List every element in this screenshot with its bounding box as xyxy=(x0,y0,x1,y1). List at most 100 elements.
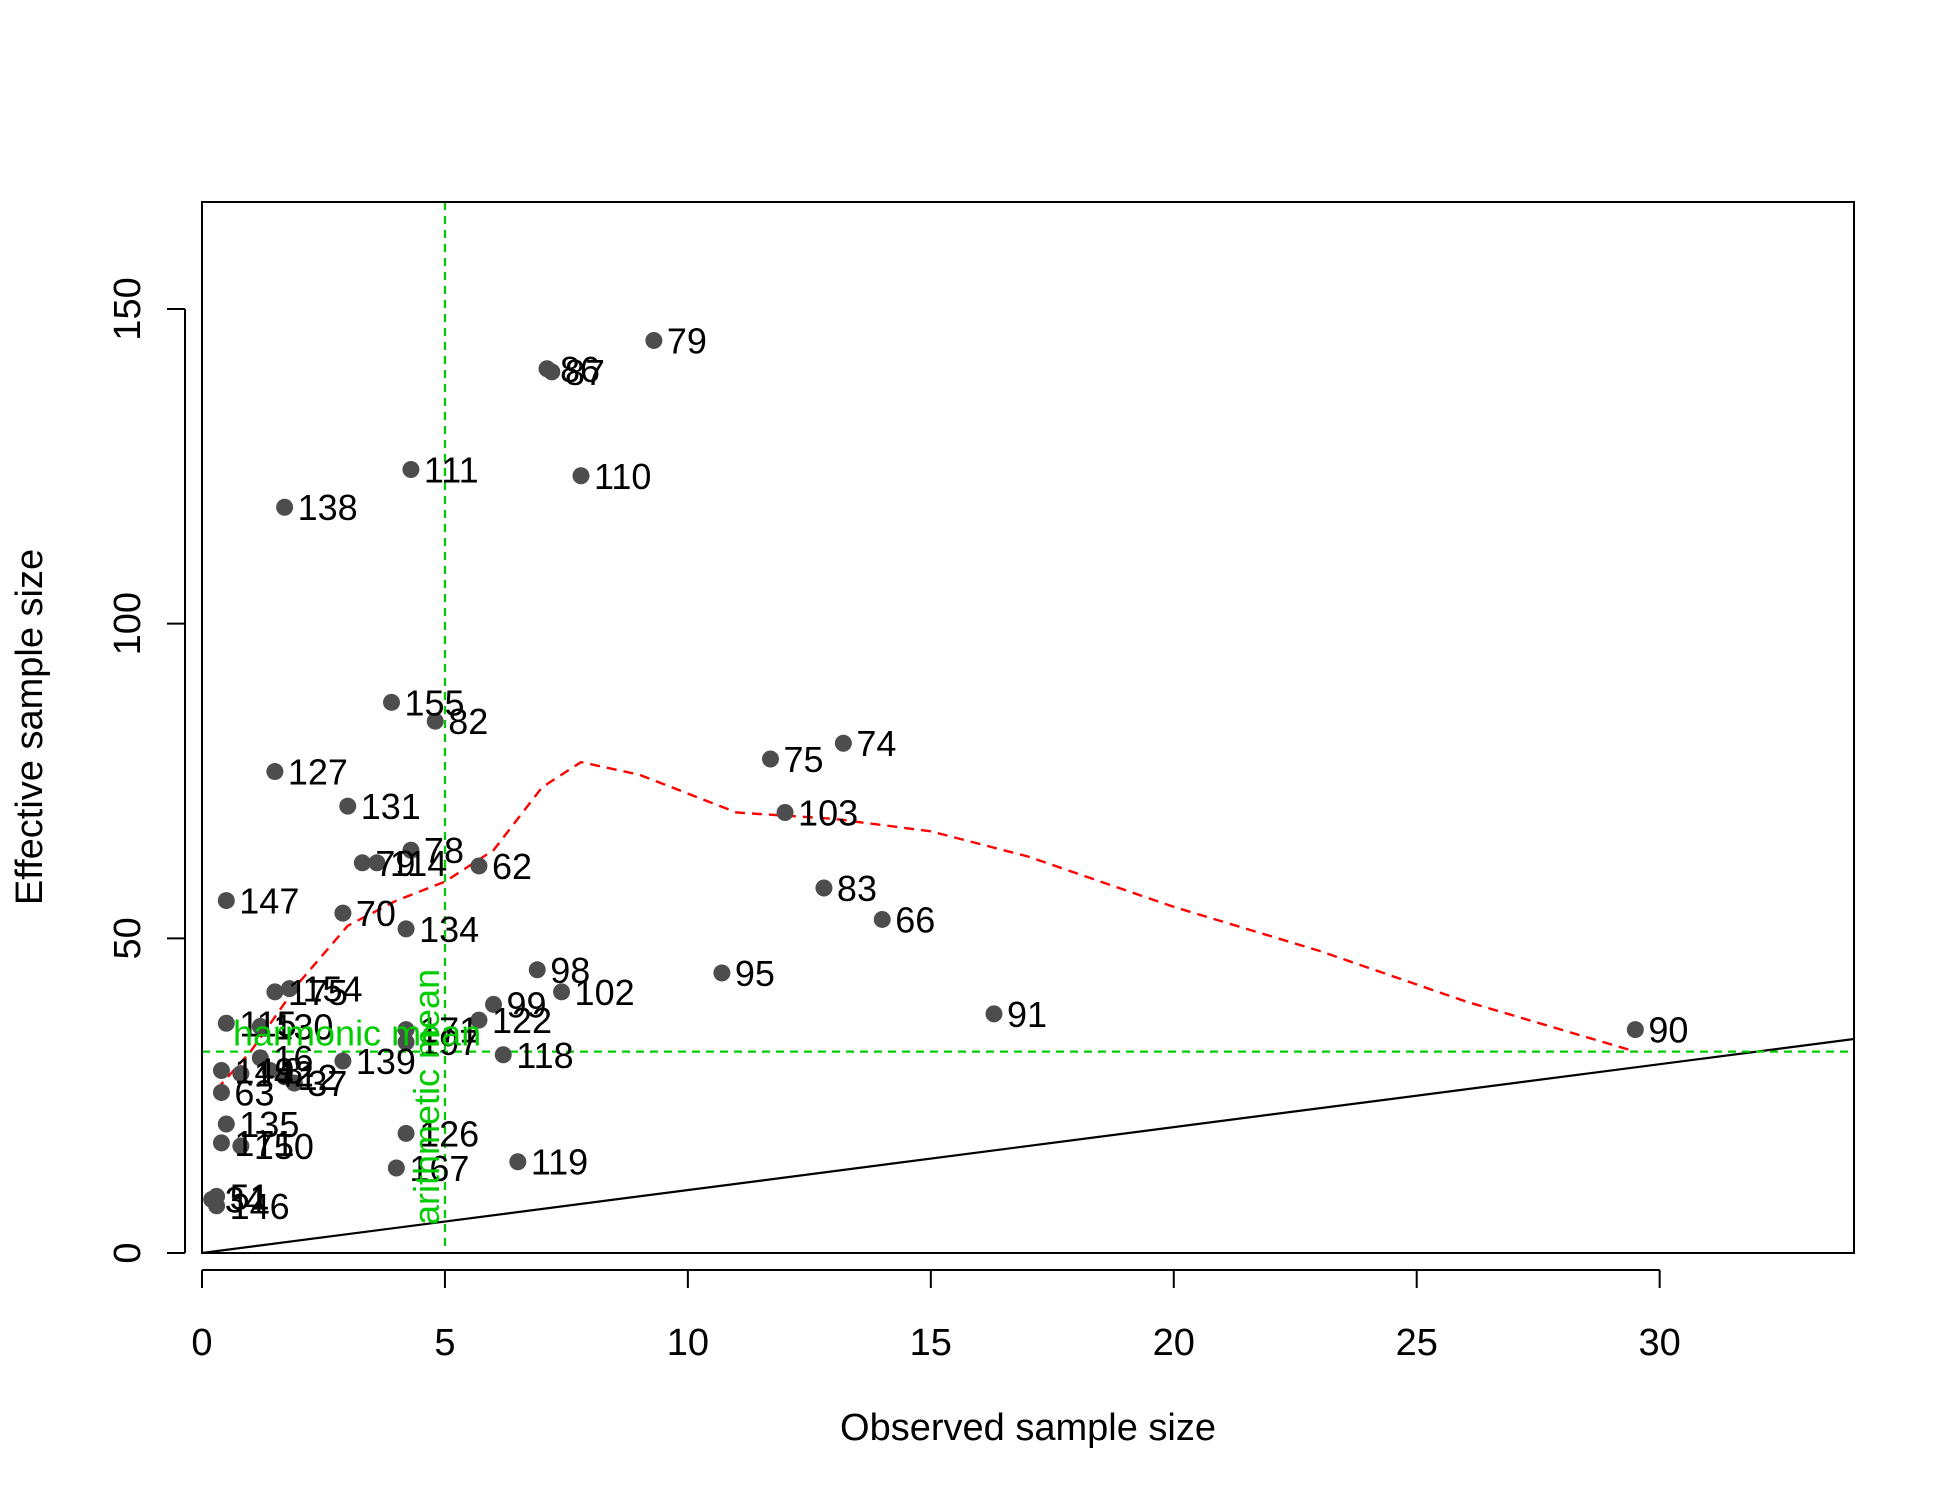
data-point-label: 95 xyxy=(735,953,775,994)
data-point-label: 78 xyxy=(424,830,464,871)
data-point-label: 63 xyxy=(234,1073,274,1114)
data-point-label: 119 xyxy=(531,1142,588,1183)
data-point xyxy=(873,910,891,928)
data-point-label: 51 xyxy=(230,1176,270,1217)
data-point xyxy=(494,1046,512,1064)
data-point xyxy=(382,693,400,711)
data-point xyxy=(815,879,833,897)
data-point-label: 130 xyxy=(273,1006,333,1047)
data-point xyxy=(334,904,352,922)
data-point xyxy=(470,1011,488,1029)
data-point xyxy=(397,1124,415,1142)
data-point-label: 66 xyxy=(895,899,935,940)
data-point xyxy=(251,1017,269,1035)
data-point-label: 142 xyxy=(254,1054,314,1095)
data-point-label: 82 xyxy=(448,701,488,742)
data-point-label: 127 xyxy=(288,752,348,793)
x-tick-label: 5 xyxy=(434,1322,455,1364)
x-tick-label: 30 xyxy=(1639,1322,1681,1364)
plot-frame xyxy=(201,201,1855,1254)
data-point-label: 111 xyxy=(424,449,479,490)
data-point-label: 70 xyxy=(356,893,396,934)
data-point-label: 139 xyxy=(356,1041,416,1082)
data-point-label: 102 xyxy=(575,972,635,1013)
data-point xyxy=(353,854,371,872)
data-point xyxy=(339,797,357,815)
y-tick-label: 150 xyxy=(107,277,149,340)
data-point-label: 131 xyxy=(361,786,421,827)
x-tick-label: 10 xyxy=(667,1322,709,1364)
data-point-label: 126 xyxy=(419,1113,479,1154)
data-point xyxy=(280,980,298,998)
x-tick-label: 20 xyxy=(1153,1322,1195,1364)
data-point-label: 99 xyxy=(507,984,547,1025)
data-point xyxy=(368,854,386,872)
data-point xyxy=(426,712,444,730)
arithmetic-mean-label: arithmetic mean xyxy=(406,969,447,1225)
data-point-label: 91 xyxy=(1007,994,1047,1035)
data-point-label: 79 xyxy=(667,320,707,361)
data-point-label: 115 xyxy=(239,1003,296,1044)
y-tick-label: 100 xyxy=(107,592,149,655)
data-point-label: 8 xyxy=(283,1050,303,1091)
data-point xyxy=(402,841,420,859)
data-point xyxy=(645,331,663,349)
data-point xyxy=(212,1084,230,1102)
data-point-label: 147 xyxy=(239,881,299,922)
data-point xyxy=(713,964,731,982)
y-tick-label: 0 xyxy=(107,1242,149,1263)
data-point-label: 197 xyxy=(419,1022,479,1063)
data-point-label: 154 xyxy=(302,969,362,1010)
data-point xyxy=(208,1197,226,1215)
data-point xyxy=(834,734,852,752)
data-point-label: 90 xyxy=(1648,1010,1688,1051)
data-point-label: 149 xyxy=(234,1050,294,1091)
data-point xyxy=(334,1052,352,1070)
data-point xyxy=(261,1061,279,1079)
data-point xyxy=(485,995,503,1013)
data-point-label: 98 xyxy=(550,950,590,991)
data-point xyxy=(553,983,571,1001)
data-point xyxy=(470,857,488,875)
data-point-label: 12 xyxy=(298,1057,338,1098)
data-point xyxy=(509,1153,527,1171)
x-tick-label: 0 xyxy=(191,1322,212,1364)
data-point-label: 122 xyxy=(492,1000,552,1041)
data-point xyxy=(397,920,415,938)
x-axis-title: Observed sample size xyxy=(840,1407,1216,1449)
x-tick-label: 25 xyxy=(1396,1322,1438,1364)
identity-line xyxy=(202,1037,1854,1253)
data-point xyxy=(217,1014,235,1032)
data-point-label: 175 xyxy=(288,972,348,1013)
data-point-label: 16 xyxy=(273,1038,313,1079)
data-point-label: 138 xyxy=(298,487,358,528)
data-point-label: 167 xyxy=(409,1148,469,1189)
data-point xyxy=(266,763,284,781)
data-point-label: 83 xyxy=(837,868,877,909)
data-point xyxy=(212,1134,230,1152)
data-point-label: 62 xyxy=(492,846,532,887)
data-point-label: 118 xyxy=(516,1035,573,1076)
data-point-label: 86 xyxy=(560,349,600,390)
x-tick-label: 15 xyxy=(910,1322,952,1364)
data-point xyxy=(985,1005,1003,1023)
data-point-label: 110 xyxy=(594,456,651,497)
smooth-trend-line xyxy=(215,760,1636,1091)
data-point xyxy=(266,983,284,1001)
y-axis-title: Effective sample size xyxy=(9,549,51,905)
data-point xyxy=(397,1033,415,1051)
data-point xyxy=(572,467,590,485)
data-point xyxy=(761,750,779,768)
data-point xyxy=(251,1049,269,1067)
data-point-label: 171 xyxy=(234,1123,294,1164)
data-point-label: 75 xyxy=(783,739,823,780)
data-point xyxy=(217,892,235,910)
data-point-label: 171 xyxy=(419,1010,479,1051)
harmonic-mean-label: harmonic mean xyxy=(233,1013,481,1054)
data-point xyxy=(217,1115,235,1133)
data-point-label: 150 xyxy=(254,1126,314,1167)
data-point-label: 146 xyxy=(230,1186,290,1227)
data-point-label: 155 xyxy=(404,682,464,723)
data-point-label: 135 xyxy=(239,1104,299,1145)
